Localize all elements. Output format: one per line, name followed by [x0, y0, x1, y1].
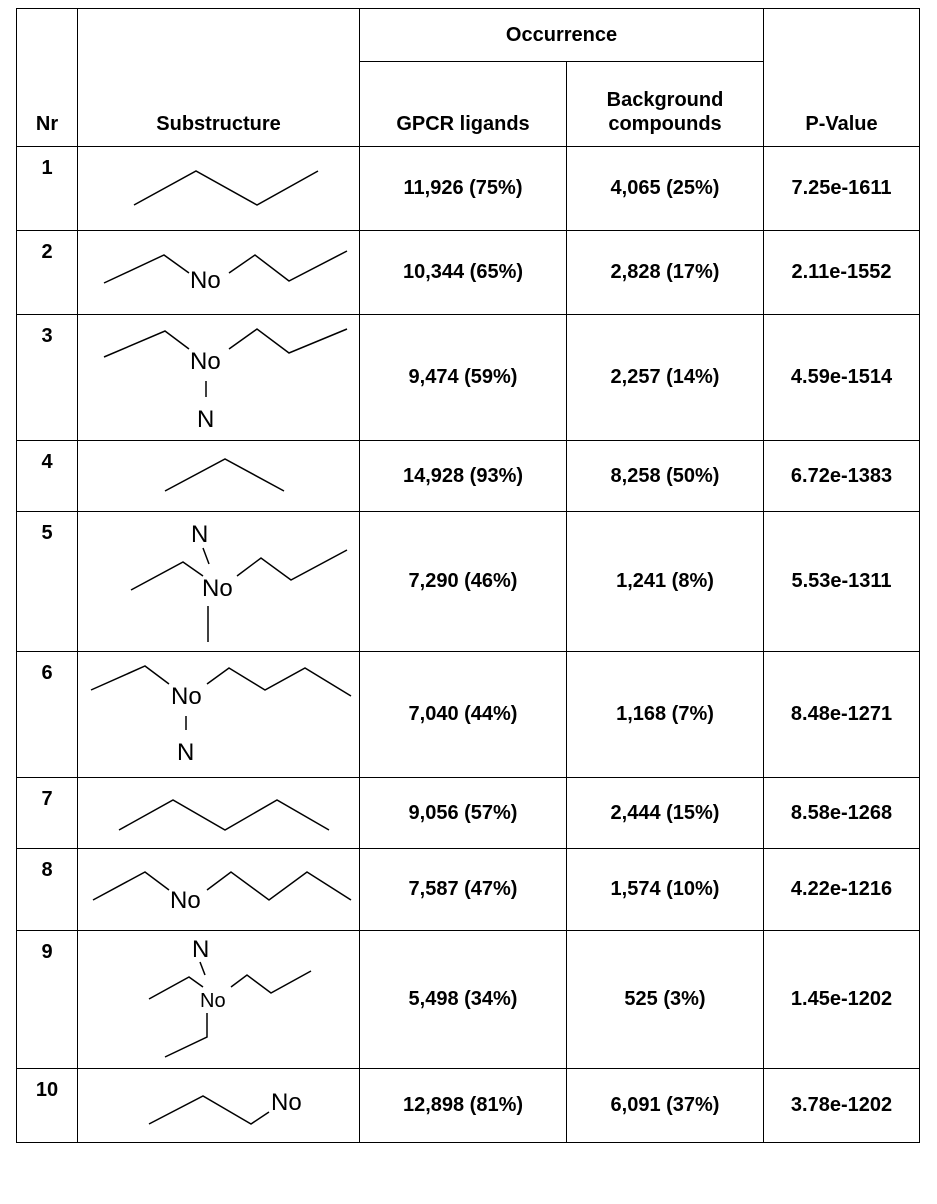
- p-value: 1.45e-1202: [763, 930, 921, 1069]
- substructure-cell: N No: [77, 511, 360, 652]
- substructure-cell: No N: [77, 651, 360, 778]
- gpcr-ligands-value: 9,474 (59%): [359, 314, 567, 441]
- atom-label: No: [200, 990, 226, 1012]
- table-row: 8 No 7,587 (47%) 1,574 (10%) 4.22e-1216: [16, 848, 921, 931]
- p-value: 4.59e-1514: [763, 314, 921, 441]
- gpcr-ligands-value: 9,056 (57%): [359, 777, 567, 849]
- p-value: 3.78e-1202: [763, 1068, 921, 1143]
- atom-label: No: [190, 348, 221, 375]
- row-number: 4: [16, 440, 78, 512]
- table-row: 10 No 12,898 (81%) 6,091 (37%) 3.78e-120…: [16, 1068, 921, 1143]
- atom-label: No: [170, 887, 201, 914]
- substructure-cell: [77, 777, 360, 849]
- p-value: 2.11e-1552: [763, 230, 921, 315]
- substructure-cell: [77, 440, 360, 512]
- table-row: 4 14,928 (93%) 8,258 (50%) 6.72e-1383: [16, 440, 921, 512]
- header-nr: Nr: [16, 8, 78, 147]
- atom-label: No: [171, 683, 202, 710]
- row-number: 6: [16, 651, 78, 778]
- row-number: 8: [16, 848, 78, 931]
- row-number: 9: [16, 930, 78, 1069]
- header-background-compounds: Background compounds: [565, 61, 765, 147]
- p-value: 5.53e-1311: [763, 511, 921, 652]
- substructure-cell: N No: [77, 930, 360, 1069]
- background-value: 1,168 (7%): [565, 651, 765, 778]
- background-value: 8,258 (50%): [565, 440, 765, 512]
- gpcr-ligands-value: 7,290 (46%): [359, 511, 567, 652]
- gpcr-ligands-value: 12,898 (81%): [359, 1068, 567, 1143]
- gpcr-ligands-value: 5,498 (34%): [359, 930, 567, 1069]
- gpcr-ligands-value: 7,587 (47%): [359, 848, 567, 931]
- table-row: 5 N No 7,290 (46%) 1,241 (8%) 5.53e-1311: [16, 511, 921, 652]
- substructure-drawing: No: [103, 249, 347, 294]
- gpcr-ligands-value: 10,344 (65%): [359, 230, 567, 315]
- background-value: 1,574 (10%): [565, 848, 765, 931]
- header-background-line2: compounds: [608, 113, 722, 135]
- substructure-drawing: [133, 169, 318, 206]
- header-background-line1: Background: [606, 89, 724, 111]
- row-number: 1: [16, 146, 78, 231]
- substructure-drawing: N No: [148, 937, 311, 1058]
- p-value: 4.22e-1216: [763, 848, 921, 931]
- background-value: 6,091 (37%): [565, 1068, 765, 1143]
- substructure-cell: No: [77, 848, 360, 931]
- table-row: 1 11,926 (75%) 4,065 (25%) 7.25e-1611: [16, 146, 921, 231]
- background-value: 525 (3%): [565, 930, 765, 1069]
- table-row: 7 9,056 (57%) 2,444 (15%) 8.58e-1268: [16, 777, 921, 849]
- substructure-drawing: [118, 799, 329, 831]
- table-row: 3 No N 9,474 (59%) 2,257 (14%) 4.59e-151…: [16, 314, 921, 441]
- substructure-drawing: N No: [130, 521, 347, 642]
- background-value: 1,241 (8%): [565, 511, 765, 652]
- substructure-cell: No N: [77, 314, 360, 441]
- p-value: 8.48e-1271: [763, 651, 921, 778]
- substructure-cell: No: [77, 230, 360, 315]
- background-value: 2,828 (17%): [565, 230, 765, 315]
- atom-label: N: [192, 937, 209, 963]
- p-value: 6.72e-1383: [763, 440, 921, 512]
- substructure-drawing: No: [148, 1089, 302, 1125]
- background-value: 4,065 (25%): [565, 146, 765, 231]
- row-number: 2: [16, 230, 78, 315]
- table-row: 6 No N 7,040 (44%) 1,168 (7%) 8.48e-1271: [16, 651, 921, 778]
- atom-label: N: [191, 521, 208, 548]
- substructure-drawing: [164, 458, 284, 492]
- row-number: 3: [16, 314, 78, 441]
- header-pvalue: P-Value: [763, 8, 921, 147]
- background-value: 2,257 (14%): [565, 314, 765, 441]
- substructure-drawing: No: [92, 870, 351, 914]
- substructure-cell: No: [77, 1068, 360, 1143]
- row-number: 5: [16, 511, 78, 652]
- substructure-cell: [77, 146, 360, 231]
- atom-label: No: [202, 575, 233, 602]
- header-substructure: Substructure: [77, 8, 360, 147]
- p-value: 8.58e-1268: [763, 777, 921, 849]
- row-number: 7: [16, 777, 78, 849]
- substructure-table: Nr Substructure Occurrence P-Value GPCR …: [16, 8, 921, 1143]
- header-gpcr-ligands: GPCR ligands: [359, 61, 567, 147]
- p-value: 7.25e-1611: [763, 146, 921, 231]
- header-row-top: Nr Substructure Occurrence P-Value: [16, 8, 921, 147]
- gpcr-ligands-value: 11,926 (75%): [359, 146, 567, 231]
- header-row-bottom: GPCR ligands Background compounds: [17, 61, 920, 147]
- background-value: 2,444 (15%): [565, 777, 765, 849]
- table-row: 9 N No 5,498 (34%) 525 (3%) 1.45e-1202: [16, 930, 921, 1069]
- atom-label: No: [271, 1089, 302, 1116]
- gpcr-ligands-value: 7,040 (44%): [359, 651, 567, 778]
- gpcr-ligands-value: 14,928 (93%): [359, 440, 567, 512]
- table-row: 2 No 10,344 (65%) 2,828 (17%) 2.11e-1552: [16, 230, 921, 315]
- substructure-drawing: No N: [103, 327, 347, 433]
- atom-label: N: [177, 739, 194, 766]
- row-number: 10: [16, 1068, 78, 1143]
- atom-label: N: [197, 406, 214, 433]
- header-occurrence: Occurrence: [358, 8, 765, 62]
- atom-label: No: [190, 267, 221, 294]
- substructure-drawing: No N: [90, 664, 351, 766]
